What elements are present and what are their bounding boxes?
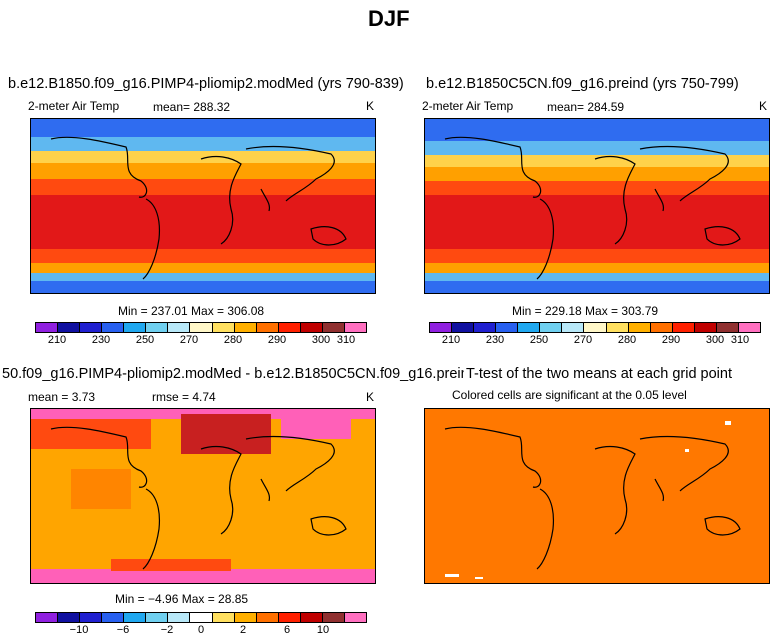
panel2-colorbar-swatch xyxy=(716,323,739,332)
panel2-colorbar-swatch xyxy=(650,323,673,332)
panel2-tick: 290 xyxy=(661,334,681,346)
panel1-colorbar-swatch xyxy=(58,323,81,332)
panel1-tick: 280 xyxy=(223,334,243,346)
panel3-colorbar-swatch xyxy=(344,613,366,622)
panel1-tick: 270 xyxy=(179,334,199,346)
panel2-colorbar-swatch xyxy=(694,323,717,332)
panel1-colorbar-swatch xyxy=(146,323,169,332)
panel1-minmax: Min = 237.01 Max = 306.08 xyxy=(118,304,265,318)
panel2-title: b.e12.B1850C5CN.f09_g16.preind (yrs 750-… xyxy=(426,76,739,92)
panel4-title: T-test of the two means at each grid poi… xyxy=(466,366,732,382)
panel2-tick: 230 xyxy=(485,334,505,346)
panel3-colorbar-swatch xyxy=(300,613,323,622)
panel3-colorbar-swatch xyxy=(256,613,279,622)
panel1-map xyxy=(30,118,376,294)
figure-title: DJF xyxy=(368,6,410,31)
panel3-tick: 6 xyxy=(283,624,291,636)
panel3-colorbar-swatch xyxy=(58,613,81,622)
panel3-mean: mean = 3.73 xyxy=(28,390,96,404)
panel2-colorbar-swatch xyxy=(474,323,497,332)
panel3-colorbar-swatch xyxy=(278,613,301,622)
panel2-tick: 280 xyxy=(617,334,637,346)
panel1-colorbar-swatch xyxy=(212,323,235,332)
panel2-colorbar-swatch xyxy=(518,323,541,332)
panel2-tick: 210 xyxy=(441,334,461,346)
panel3-rmse: rmse = 4.74 xyxy=(152,390,216,404)
panel3-colorbar-swatch xyxy=(80,613,103,622)
panel1-tick: 290 xyxy=(267,334,287,346)
panel1-colorbar-swatch xyxy=(344,323,366,332)
panel1-colorbar xyxy=(35,322,367,333)
panel3-units: K xyxy=(366,390,375,404)
panel1-tick: 250 xyxy=(135,334,155,346)
panel3-colorbar-swatch xyxy=(322,613,345,622)
panel3-minmax: Min = −4.96 Max = 28.85 xyxy=(115,592,249,606)
panel2-units: K xyxy=(759,99,768,113)
panel1-colorbar-swatch xyxy=(300,323,323,332)
panel3-title: 50.f09_g16.PIMP4-pliomip2.modMed - b.e12… xyxy=(2,366,464,382)
panel2-colorbar xyxy=(429,322,761,333)
panel1-title: b.e12.B1850.f09_g16.PIMP4-pliomip2.modMe… xyxy=(8,76,404,92)
panel2-variable: 2-meter Air Temp xyxy=(422,99,514,113)
panel1-colorbar-swatch xyxy=(190,323,213,332)
panel1-colorbar-swatch xyxy=(322,323,345,332)
panel2-colorbar-swatch xyxy=(672,323,695,332)
panel1-tick: 230 xyxy=(91,334,111,346)
panel1-colorbar-swatch xyxy=(80,323,103,332)
panel2-mean: mean= 284.59 xyxy=(547,100,625,114)
panel2-tick: 310 xyxy=(730,334,750,346)
panel3-colorbar-swatch xyxy=(102,613,125,622)
panel2-colorbar-swatch xyxy=(562,323,585,332)
panel1-colorbar-swatch xyxy=(256,323,279,332)
panel2-tick: 300 xyxy=(705,334,725,346)
panel2-colorbar-swatch xyxy=(540,323,563,332)
panel1-mean: mean= 288.32 xyxy=(153,100,231,114)
panel3-tick: −10 xyxy=(69,624,89,636)
panel3-colorbar-swatch xyxy=(124,613,147,622)
panel3-map xyxy=(30,408,376,584)
panel2-colorbar-swatch xyxy=(606,323,629,332)
panel1-tick: 300 xyxy=(311,334,331,346)
panel1-colorbar-swatch xyxy=(168,323,191,332)
panel2-minmax: Min = 229.18 Max = 303.79 xyxy=(512,304,659,318)
panel1-variable: 2-meter Air Temp xyxy=(28,99,120,113)
panel1-tick: 210 xyxy=(47,334,67,346)
panel3-tick: −6 xyxy=(116,624,130,636)
panel2-colorbar-swatch xyxy=(496,323,519,332)
panel3-colorbar-swatch xyxy=(190,613,213,622)
panel1-colorbar-swatch xyxy=(102,323,125,332)
panel1-colorbar-swatch xyxy=(124,323,147,332)
panel2-tick: 250 xyxy=(529,334,549,346)
panel3-colorbar-swatch xyxy=(212,613,235,622)
panel1-colorbar-swatch xyxy=(278,323,301,332)
panel2-colorbar-swatch xyxy=(628,323,651,332)
panel1-colorbar-swatch xyxy=(36,323,59,332)
panel2-tick: 270 xyxy=(573,334,593,346)
panel3-tick: 0 xyxy=(197,624,205,636)
panel1-colorbar-swatch xyxy=(234,323,257,332)
panel3-colorbar-swatch xyxy=(36,613,59,622)
panel3-tick: 2 xyxy=(239,624,247,636)
panel2-map xyxy=(424,118,770,294)
panel2-colorbar-swatch xyxy=(584,323,607,332)
panel1-units: K xyxy=(366,99,375,113)
panel2-colorbar-swatch xyxy=(738,323,760,332)
panel1-tick: 310 xyxy=(336,334,356,346)
panel3-colorbar-swatch xyxy=(146,613,169,622)
panel2-colorbar-swatch xyxy=(430,323,453,332)
panel3-colorbar xyxy=(35,612,367,623)
panel3-colorbar-swatch xyxy=(234,613,257,622)
panel3-colorbar-swatch xyxy=(168,613,191,622)
panel3-tick: 10 xyxy=(316,624,330,636)
panel4-map xyxy=(424,408,770,584)
panel2-colorbar-swatch xyxy=(452,323,475,332)
panel3-tick: −2 xyxy=(160,624,174,636)
panel4-subtitle: Colored cells are significant at the 0.0… xyxy=(452,388,687,402)
